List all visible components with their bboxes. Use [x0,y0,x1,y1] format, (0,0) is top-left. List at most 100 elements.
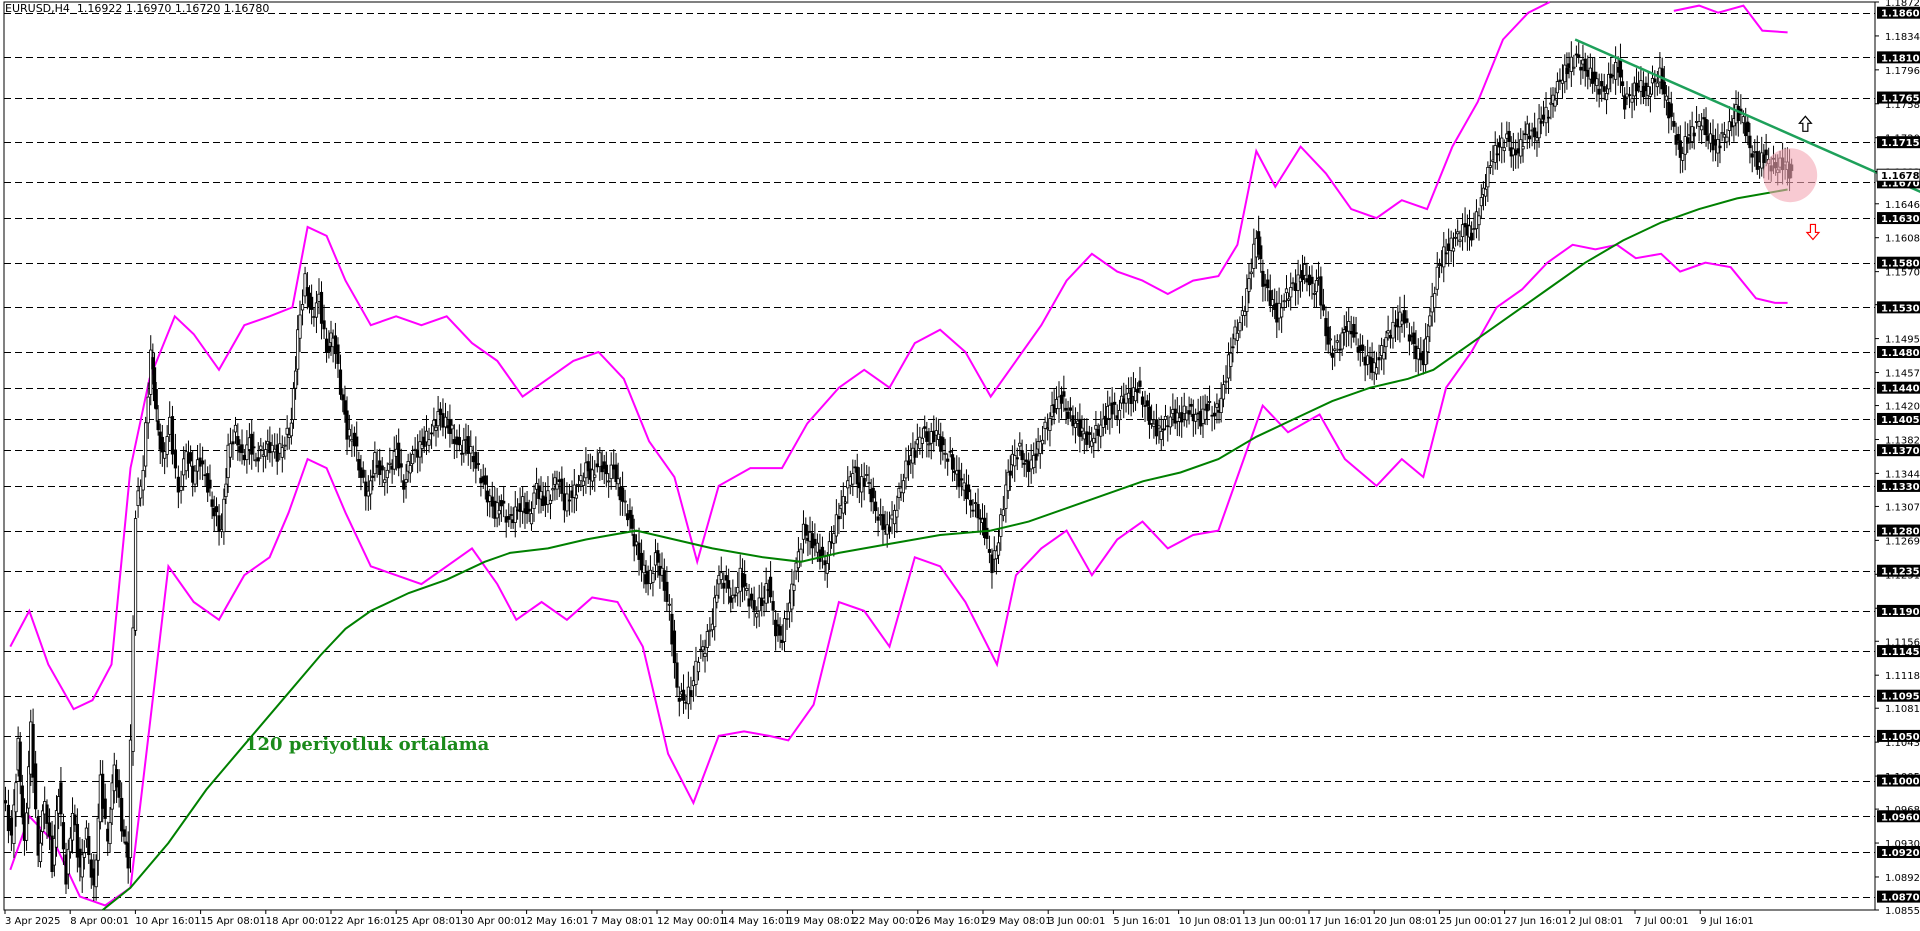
candle-body [1382,352,1386,360]
candle-body [681,689,686,701]
candle-body [1374,367,1379,375]
candle-body [1280,307,1284,318]
candle-body [1398,311,1402,328]
candle-body [1328,338,1332,341]
candle-body [827,541,832,556]
candle-body [607,480,611,483]
candle-body [897,487,901,498]
candle-body [637,542,641,560]
candle-body [1595,78,1599,86]
candle-body [82,852,86,858]
candle-body [457,437,462,446]
time-axis: 3 Apr 2025 8 Apr 00:01 10 Apr 16:01 15 Apr … [4,910,1754,927]
candle-body [1196,412,1200,415]
candle-body [1293,283,1298,291]
candle-body [452,439,456,444]
candle-body [670,613,674,645]
candle-body [543,496,548,506]
candle-body [1604,92,1609,101]
candle-body [1762,154,1766,163]
level-label: 1.14050 [1881,415,1920,426]
candle-body [562,493,566,511]
current-price-box [1876,168,1920,182]
outline-down-arrow-icon [1805,223,1821,241]
candle-body [1229,352,1233,367]
candle-body [841,496,845,514]
candle-body [61,822,66,850]
candle-body [1627,94,1632,97]
candle-body [222,498,226,533]
candle-body [1006,471,1010,492]
candle-body [832,533,836,544]
candle-body [729,596,733,603]
candle-body [567,499,572,502]
candle-body [1312,292,1316,295]
candle-body [364,481,368,497]
candle-body [848,476,852,486]
candle-body [317,293,321,302]
candle-body [1008,470,1012,476]
candle-body [1032,455,1036,469]
candle-body [727,580,731,589]
time-tick-label: 5 Jun 16:01 [1113,916,1170,927]
candle-body [1048,418,1052,431]
candle-body [1527,135,1532,140]
outline-up-arrow-icon [1798,115,1813,132]
candle-body [867,482,871,484]
candle-body [1746,121,1750,133]
candle-body [851,473,855,485]
candle-body [319,291,324,324]
candle-body [1405,318,1409,323]
candle-body [108,822,112,845]
candle-body [240,444,244,454]
candle-body [1231,346,1235,349]
candle-body [920,437,924,444]
candle-body [270,444,274,453]
candle-body [1426,336,1430,353]
candle-body [450,424,454,430]
candle-body [1388,334,1393,339]
level-label-box [1877,564,1920,577]
candle-body [1282,300,1286,303]
candle-body [708,629,712,632]
grid-layer [3,1,1876,911]
level-label: 1.11900 [1881,607,1920,618]
candle-body [476,463,480,465]
time-tick-label: 22 Apr 16:01 [331,916,396,927]
candle-body [488,495,492,502]
candle-body [293,370,298,389]
candle-body [1614,61,1618,80]
candle-body [441,413,445,428]
candle-body [943,452,947,455]
candle-body [1537,118,1541,139]
candle-body [1377,357,1381,361]
candle-body [128,739,133,858]
candle-body [560,478,564,494]
candle-body [380,465,384,471]
candle-body [201,460,205,465]
time-tick-label: 3 Jun 00:01 [1048,916,1105,927]
candle-body [950,454,955,470]
candle-body [214,506,219,513]
candle-body [38,842,43,863]
candle-body [1516,148,1520,154]
candle-body [598,452,602,468]
candle-body [310,296,314,310]
candle-body [151,357,155,370]
candle-body [1099,424,1103,437]
candle-body [434,426,438,431]
candle-body [976,503,980,519]
time-tick-label: 26 May 16:01 [918,916,987,927]
candle-body [228,443,233,458]
candle-body [1447,243,1451,251]
candle-body [750,593,754,601]
candle-body [1533,127,1537,138]
candle-body [966,484,971,493]
time-tick-label: 18 Apr 00:01 [266,916,331,927]
candle-body [724,575,728,581]
candle-body [1672,121,1676,127]
lower-band-line [9,243,1788,907]
candle-body [703,653,707,657]
candle-body [1040,439,1045,445]
candle-body [168,416,172,435]
